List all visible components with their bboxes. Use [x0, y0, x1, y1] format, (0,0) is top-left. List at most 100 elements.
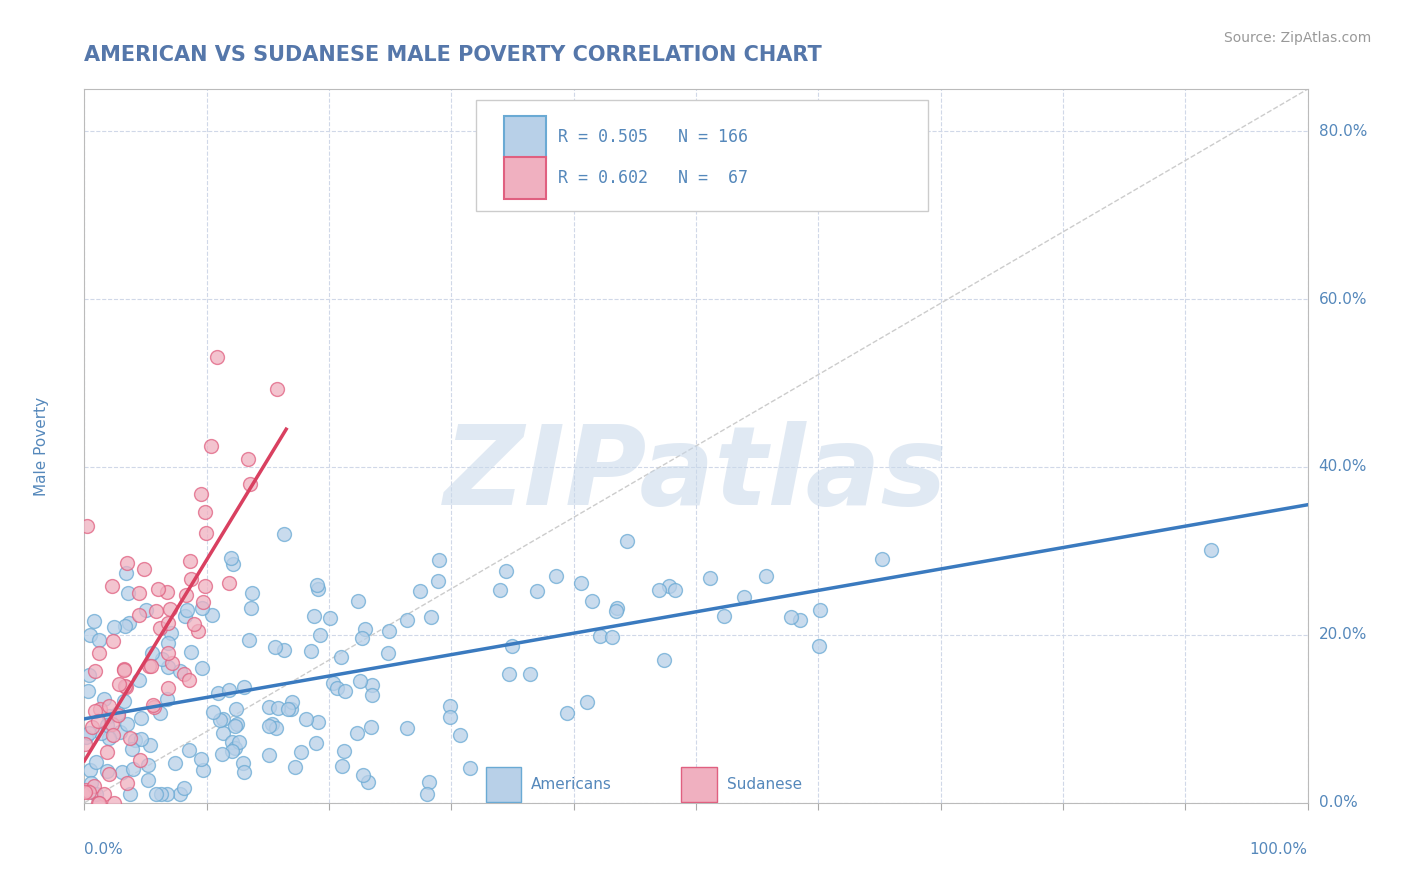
Point	[156, 584, 179, 599]
Text: Source: ZipAtlas.com: Source: ZipAtlas.com	[1223, 31, 1371, 45]
Point	[177, 673, 200, 687]
Point	[141, 658, 163, 673]
Point	[264, 722, 287, 736]
Point	[322, 676, 344, 690]
Point	[420, 610, 443, 624]
Y-axis label: Male Poverty: Male Poverty	[34, 396, 49, 496]
Point	[173, 781, 195, 796]
Point	[526, 584, 548, 599]
Point	[122, 762, 145, 776]
Point	[108, 725, 131, 739]
Point	[180, 573, 202, 587]
Point	[79, 628, 101, 642]
Point	[352, 768, 374, 782]
Point	[129, 731, 152, 746]
Point	[156, 692, 179, 706]
Point	[83, 614, 105, 628]
Text: 0.0%: 0.0%	[1319, 796, 1357, 810]
FancyBboxPatch shape	[475, 100, 928, 211]
Text: 60.0%: 60.0%	[1319, 292, 1367, 307]
Point	[498, 667, 520, 681]
Point	[224, 719, 246, 733]
Point	[273, 527, 295, 541]
Point	[87, 714, 110, 728]
Text: ZIPatlas: ZIPatlas	[444, 421, 948, 528]
Point	[128, 673, 150, 687]
Point	[98, 708, 121, 723]
Point	[132, 562, 155, 576]
Point	[225, 702, 247, 716]
Point	[93, 787, 115, 801]
Text: R = 0.602   N =  67: R = 0.602 N = 67	[558, 169, 748, 187]
Point	[439, 709, 461, 723]
Point	[187, 624, 209, 638]
Point	[191, 600, 214, 615]
Point	[145, 788, 167, 802]
Point	[80, 721, 103, 735]
Point	[305, 736, 328, 750]
Point	[240, 586, 263, 600]
Point	[267, 701, 290, 715]
Point	[501, 639, 523, 653]
Point	[120, 788, 142, 802]
Point	[152, 652, 174, 666]
Point	[589, 629, 612, 643]
Point	[117, 586, 139, 600]
Point	[114, 566, 136, 580]
Point	[190, 487, 212, 501]
Point	[143, 699, 166, 714]
Text: 40.0%: 40.0%	[1319, 459, 1367, 475]
Point	[207, 685, 229, 699]
Text: AMERICAN VS SUDANESE MALE POVERTY CORRELATION CHART: AMERICAN VS SUDANESE MALE POVERTY CORREL…	[84, 45, 823, 64]
Point	[157, 616, 180, 631]
Point	[191, 661, 214, 675]
Point	[439, 698, 461, 713]
Point	[307, 714, 329, 729]
Point	[128, 753, 150, 767]
Point	[138, 757, 160, 772]
Point	[395, 721, 418, 735]
Point	[808, 603, 831, 617]
Point	[176, 588, 198, 602]
Point	[90, 726, 112, 740]
Point	[222, 557, 245, 571]
Point	[699, 571, 721, 585]
Point	[191, 763, 214, 777]
Point	[145, 603, 167, 617]
Point	[449, 728, 471, 742]
Point	[96, 745, 118, 759]
Point	[212, 725, 235, 739]
Text: 100.0%: 100.0%	[1250, 842, 1308, 856]
Point	[115, 556, 138, 570]
Point	[277, 702, 299, 716]
Point	[354, 622, 377, 636]
Point	[333, 744, 356, 758]
Point	[201, 607, 224, 622]
Point	[218, 575, 240, 590]
Point	[1201, 542, 1223, 557]
Point	[299, 643, 322, 657]
Point	[257, 718, 280, 732]
Point	[114, 619, 136, 633]
Point	[156, 636, 179, 650]
Point	[238, 632, 260, 647]
Point	[302, 608, 325, 623]
Point	[76, 684, 98, 698]
Point	[228, 735, 250, 749]
Point	[211, 747, 233, 762]
Point	[257, 699, 280, 714]
Point	[305, 577, 328, 591]
Point	[77, 726, 100, 740]
Point	[128, 608, 150, 623]
Point	[427, 574, 450, 589]
Point	[163, 756, 186, 771]
Point	[101, 633, 124, 648]
Point	[176, 603, 198, 617]
Point	[226, 716, 249, 731]
Point	[148, 582, 170, 596]
Point	[200, 439, 222, 453]
Point	[360, 720, 382, 734]
Point	[233, 680, 256, 694]
Point	[349, 673, 371, 688]
Text: Sudanese: Sudanese	[727, 778, 801, 792]
